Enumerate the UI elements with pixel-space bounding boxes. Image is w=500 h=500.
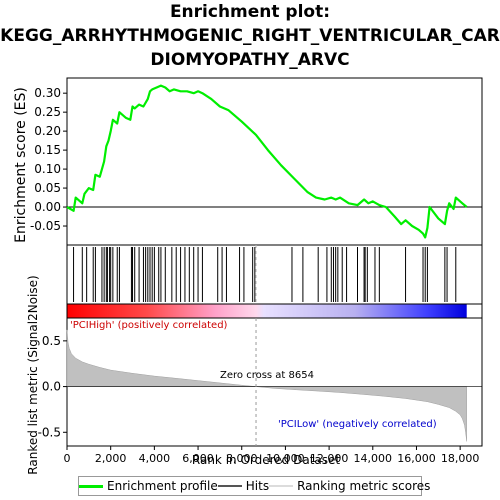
metric-y-tick-label: 0.5 [42, 334, 61, 348]
x-tick-label: 10,000 [266, 452, 305, 465]
x-tick-label: 2,000 [95, 452, 127, 465]
metric-y-tick-label: -0.5 [38, 425, 61, 439]
legend-enrichment-label: Enrichment profile [107, 479, 218, 493]
x-axis: 0 2,000 4,000 6,000 8,000 10,000 12,000 14,000 1… [64, 446, 480, 465]
x-tick-label: 16,000 [397, 452, 436, 465]
es-y-axis-label: Enrichment score (ES) [13, 87, 29, 243]
es-y-tick-label: 0.05 [34, 181, 61, 195]
legend-item-metric: Ranking metric scores [269, 479, 430, 493]
es-y-tick-label: 0.25 [34, 105, 61, 119]
title-line-3: DIOMYOPATHY_ARVC [150, 50, 350, 70]
hits-line-swatch-icon [217, 485, 242, 487]
legend-metric-label: Ranking metric scores [297, 479, 431, 493]
x-tick-label: 6,000 [182, 452, 214, 465]
x-tick-label: 8,000 [226, 452, 258, 465]
x-axis-label: Rank in Ordered Dataset [192, 453, 340, 467]
es-y-tick-label: 0.30 [34, 86, 61, 100]
zero-cross-label: Zero cross at 8654 [220, 370, 314, 381]
legend-hits-label: Hits [245, 479, 270, 493]
es-y-tick-label: -0.05 [30, 219, 61, 233]
x-tick-label: 4,000 [139, 452, 171, 465]
negative-correlation-label: 'PCILow' (negatively correlated) [278, 419, 437, 430]
x-tick-label: 14,000 [354, 452, 393, 465]
x-tick-label: 0 [64, 452, 71, 465]
positive-correlation-label: 'PCIHigh' (positively correlated) [70, 320, 228, 331]
es-y-tick-label: 0.10 [34, 162, 61, 176]
title-line-2: KEGG_ARRHYTHMOGENIC_RIGHT_VENTRICULAR_CA… [0, 26, 500, 46]
legend: Enrichment profile Hits Ranking metric s… [78, 476, 430, 496]
legend-item-enrichment: Enrichment profile [79, 479, 218, 493]
enrichment-line-swatch-icon [79, 484, 103, 488]
legend-item-hits: Hits [217, 479, 270, 493]
hits-panel [66, 244, 483, 305]
x-tick-label: 18,000 [441, 452, 480, 465]
es-y-tick-label: 0.15 [34, 143, 61, 157]
metric-y-axis-label: Ranked list metric (Signal2Noise) [26, 275, 40, 474]
ranking-metric-area [66, 329, 467, 442]
es-panel: -0.05 0.00 0.05 0.10 0.15 0.20 0.25 0.30 [30, 77, 483, 246]
x-tick-label: 12,000 [310, 452, 349, 465]
metric-line-swatch-icon [269, 485, 294, 487]
rank-color-gradient [67, 304, 467, 318]
es-y-tick-label: 0.00 [34, 200, 61, 214]
title-line-1: Enrichment plot: [169, 2, 331, 22]
es-y-tick-label: 0.20 [34, 124, 61, 138]
enrichment-profile-line [66, 84, 468, 239]
metric-y-tick-label: 0.0 [42, 380, 61, 394]
rank-color-bar [66, 303, 483, 319]
hits-frame [66, 244, 483, 305]
metric-panel: -0.5 0.0 0.5 [38, 245, 483, 447]
es-plot-frame [66, 77, 483, 246]
